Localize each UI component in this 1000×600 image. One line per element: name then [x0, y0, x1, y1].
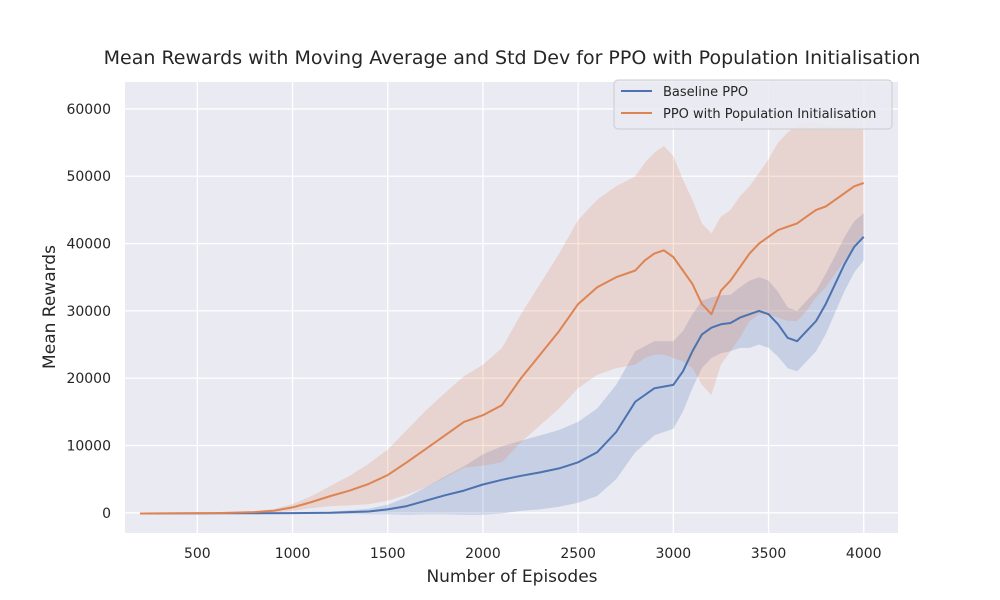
- y-tick-label: 40000: [66, 237, 111, 253]
- legend-label-ppo-population-init: PPO with Population Initialisation: [663, 107, 876, 122]
- legend: Baseline PPO PPO with Population Initial…: [613, 79, 893, 130]
- x-tick-label: 2000: [465, 546, 501, 562]
- legend-box: [613, 79, 893, 130]
- y-tick-label: 30000: [66, 304, 111, 320]
- std-band-baseline-ppo: [140, 213, 864, 515]
- x-tick-label: 1500: [370, 546, 406, 562]
- legend-label-baseline-ppo: Baseline PPO: [663, 85, 748, 100]
- chart-title: Mean Rewards with Moving Average and Std…: [104, 47, 921, 69]
- y-tick-label: 10000: [66, 438, 111, 454]
- y-tick-label: 50000: [66, 169, 111, 185]
- line-ppo-with-population-initialisation: [140, 182, 865, 515]
- y-tick-label: 0: [102, 506, 111, 522]
- grid-lines: [125, 82, 898, 533]
- y-axis-ticks: 0 10000 20000 30000 40000 50000 60000: [66, 102, 111, 522]
- series-lines: [140, 182, 865, 515]
- y-tick-label: 20000: [66, 371, 111, 387]
- std-band-ppo-with-population-initialisation: [140, 122, 864, 514]
- x-tick-label: 3500: [751, 546, 787, 562]
- y-tick-label: 60000: [66, 102, 111, 118]
- x-axis-label: Number of Episodes: [426, 567, 597, 587]
- x-tick-label: 500: [184, 546, 211, 562]
- x-tick-label: 2500: [560, 546, 596, 562]
- x-tick-label: 3000: [656, 546, 692, 562]
- y-axis-label: Mean Rewards: [40, 245, 60, 369]
- x-tick-label: 1000: [275, 546, 311, 562]
- line-baseline-ppo: [140, 236, 865, 515]
- x-axis-ticks: 500 1000 1500 2000 2500 3000 3500 4000: [184, 546, 882, 562]
- std-dev-bands: [140, 122, 864, 515]
- x-tick-label: 4000: [846, 546, 882, 562]
